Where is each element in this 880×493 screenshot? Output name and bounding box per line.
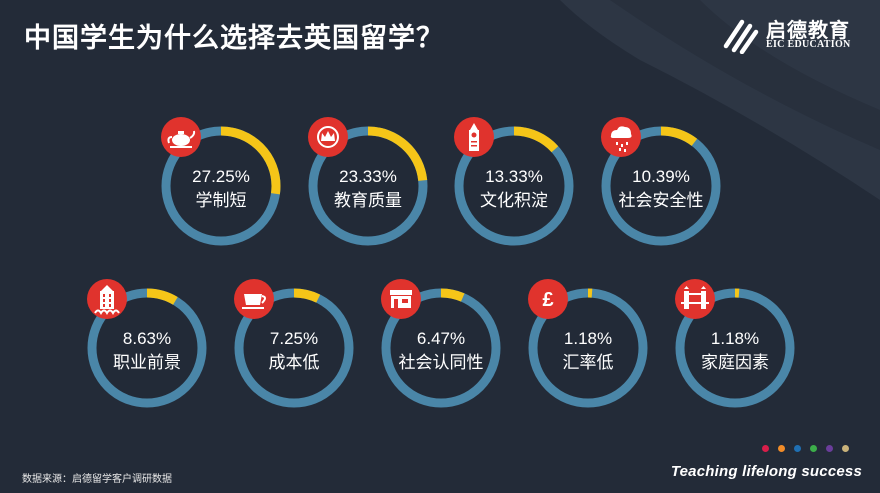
donut-value-label: 13.33% (485, 167, 543, 186)
donut-center (166, 131, 276, 241)
donut-center (533, 293, 643, 403)
donut-value-arc (528, 288, 648, 408)
donut-center (680, 293, 790, 403)
teapot-icon (167, 130, 196, 148)
brand-dot (762, 445, 769, 452)
donut-value-arc (234, 288, 354, 408)
donut-value-label: 7.25% (270, 329, 318, 348)
donut-value-arc (601, 126, 721, 246)
pound-icon: £ (542, 289, 553, 311)
donut-category-label: 教育质量 (334, 191, 402, 210)
building-icon (94, 285, 120, 315)
donut-value-arc (454, 126, 574, 246)
teacup-icon (242, 294, 266, 309)
donut-category-label: 社会认同性 (399, 353, 484, 372)
page-title: 中国学生为什么选择去英国留学？ (24, 23, 444, 53)
donut-item: 13.33% 文化积淀 (454, 117, 574, 246)
donut-item: 27.25% 学制短 (161, 117, 281, 246)
brand-dot (810, 445, 817, 452)
donut-category-label: 家庭因素 (701, 353, 769, 372)
donut-value-label: 23.33% (339, 167, 397, 186)
shop-icon (390, 290, 412, 308)
brand-dot (842, 445, 849, 452)
brand-dots (762, 445, 858, 453)
donut-category-label: 成本低 (269, 353, 320, 372)
donut-center (606, 131, 716, 241)
donut-value-label: 8.63% (123, 329, 171, 348)
logo-name-en: EIC EDUCATION (766, 39, 851, 50)
donut-category-label: 职业前景 (113, 353, 181, 372)
crown-icon (317, 126, 339, 148)
donut-value-arc (675, 288, 795, 408)
donut-value-arc (381, 288, 501, 408)
tower-bridge-icon (681, 286, 709, 309)
brand-dot (778, 445, 785, 452)
donut-category-label: 学制短 (196, 191, 247, 210)
donut-value-arc (161, 126, 281, 246)
donut-item: 1.18% 汇率低 £ (528, 279, 648, 408)
donut-center (459, 131, 569, 241)
brand-dot (794, 445, 801, 452)
donut-item: 23.33% 教育质量 (308, 117, 428, 246)
big-ben-icon (469, 123, 479, 151)
donut-category-label: 汇率低 (563, 353, 614, 372)
svg-text:£: £ (542, 289, 553, 311)
eic-logo-mark-icon (723, 19, 759, 54)
donut-value-arc (87, 288, 207, 408)
donut-value-label: 1.18% (711, 329, 759, 348)
donut-value-arc (308, 126, 428, 246)
donut-item: 1.18% 家庭因素 (675, 279, 795, 408)
donut-item: 7.25% 成本低 (234, 279, 354, 408)
donut-center (313, 131, 423, 241)
donut-category-label: 文化积淀 (480, 191, 548, 210)
brand-dot (826, 445, 833, 452)
icon-badge (675, 279, 715, 319)
donut-value-label: 1.18% (564, 329, 612, 348)
data-source: 数据来源：启德留学客户调研数据 (22, 474, 172, 485)
icon-badge (528, 279, 568, 319)
rain-cloud-icon (610, 126, 632, 152)
logo-name-cn: 启德教育 (766, 20, 850, 42)
donut-center (92, 293, 202, 403)
donut-value-label: 6.47% (417, 329, 465, 348)
donut-category-label: 社会安全性 (619, 191, 704, 210)
donut-value-label: 10.39% (632, 167, 690, 186)
donut-item: 6.47% 社会认同性 (381, 279, 501, 408)
eic-logo: 启德教育 EIC EDUCATION (720, 14, 860, 54)
slogan: Teaching lifelong success (670, 463, 862, 480)
donut-value-label: 27.25% (192, 167, 250, 186)
donut-item: 10.39% 社会安全性 (601, 117, 721, 246)
donut-center (386, 293, 496, 403)
donut-item: 8.63% 职业前景 (87, 279, 207, 408)
donut-center (239, 293, 349, 403)
